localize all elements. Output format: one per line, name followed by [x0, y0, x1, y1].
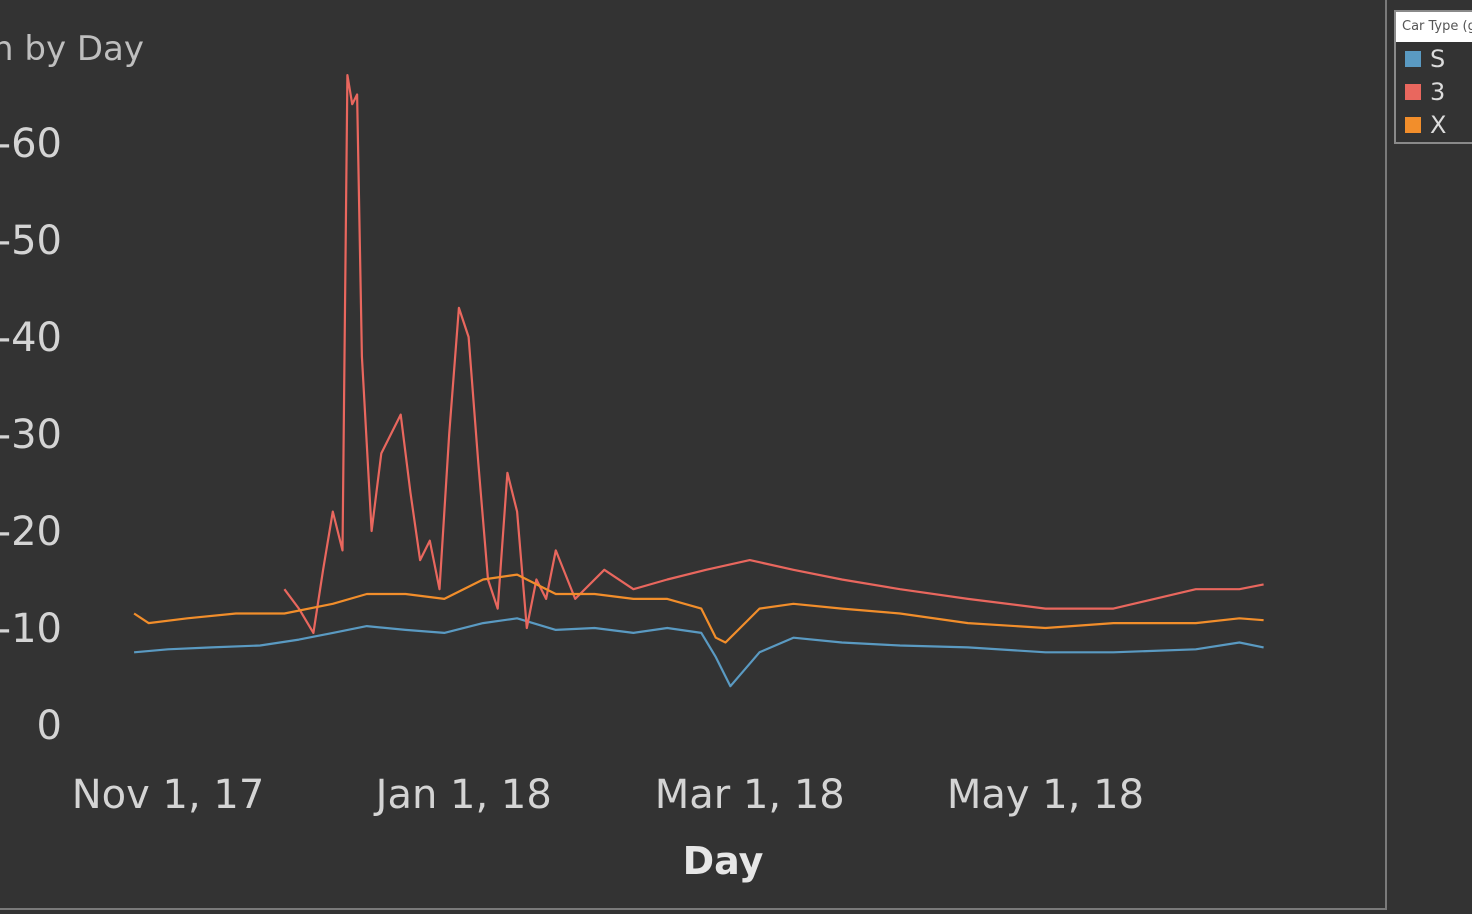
legend-label: 3: [1430, 77, 1446, 106]
y-tick-label: -60: [0, 121, 62, 167]
plot-frame-bottom: [0, 908, 1387, 910]
x-tick-label: Jan 1, 18: [373, 772, 552, 818]
legend-item-3[interactable]: 3: [1396, 75, 1472, 108]
legend[interactable]: Car Type (g S 3 X: [1394, 10, 1472, 144]
legend-title: Car Type (g: [1396, 12, 1472, 42]
legend-item-x[interactable]: X: [1396, 108, 1472, 141]
plot-frame-right: [1385, 0, 1387, 910]
y-tick-label: -30: [0, 412, 62, 458]
y-tick-label: -50: [0, 218, 62, 264]
legend-swatch: [1405, 83, 1421, 100]
legend-swatch: [1405, 116, 1421, 133]
x-tick-label: May 1, 18: [947, 772, 1144, 818]
y-tick-label: -20: [0, 509, 62, 555]
y-tick-label: -10: [0, 606, 62, 652]
x-axis-title: Day: [683, 839, 764, 883]
legend-label: X: [1430, 110, 1447, 139]
y-tick-label: -40: [0, 315, 62, 361]
series-lines: [133, 73, 1264, 688]
chart-title: n by Day: [0, 29, 144, 69]
legend-item-s[interactable]: S: [1396, 42, 1472, 75]
series-line-3[interactable]: [283, 73, 1264, 635]
y-tick-label: 0: [37, 703, 62, 749]
y-axis-ticks: 0 -10 -20 -30 -40 -50 -60: [0, 121, 62, 749]
legend-swatch: [1405, 50, 1421, 67]
x-tick-label: Mar 1, 18: [655, 772, 845, 818]
series-line-x[interactable]: [133, 573, 1264, 644]
legend-label: S: [1430, 44, 1446, 73]
x-tick-label: Nov 1, 17: [72, 772, 265, 818]
x-axis-ticks: Nov 1, 17 Jan 1, 18 Mar 1, 18 May 1, 18: [72, 772, 1144, 818]
series-line-s[interactable]: [134, 617, 1264, 688]
